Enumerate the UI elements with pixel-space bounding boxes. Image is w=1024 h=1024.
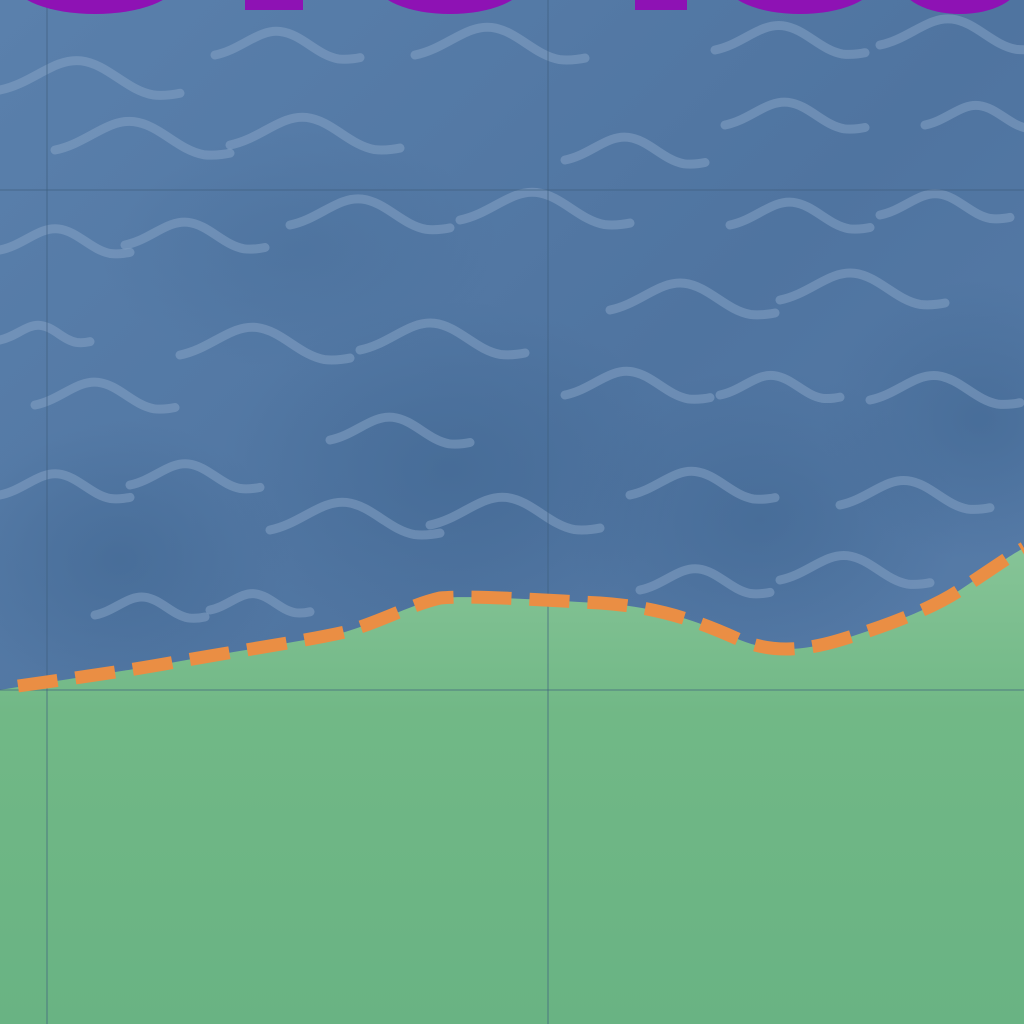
wave-icon <box>50 117 235 160</box>
wave-icon <box>265 497 445 540</box>
wave-icon <box>635 564 775 599</box>
wave-icon <box>0 224 135 259</box>
wave-icon <box>455 187 635 230</box>
wave-icon <box>425 492 605 535</box>
wave-icon <box>0 320 95 348</box>
wave-icon <box>355 318 530 360</box>
wave-icon <box>205 589 315 618</box>
land-area <box>0 548 1024 1024</box>
wave-icon <box>0 56 185 100</box>
wave-icon <box>625 466 780 504</box>
wave-icon <box>125 459 265 494</box>
wave-icon <box>835 476 995 514</box>
wave-icon <box>710 21 870 59</box>
wave-icon <box>715 371 845 404</box>
wave-icon <box>920 101 1024 133</box>
wave-icon <box>90 592 210 623</box>
wave-icon <box>720 97 870 134</box>
wave-icon <box>410 22 590 65</box>
wave-icon <box>775 551 935 589</box>
wave-icon <box>875 189 1015 224</box>
wave-icon <box>775 268 950 310</box>
wave-icon <box>865 371 1024 409</box>
wave-icon <box>325 412 475 449</box>
wave-icon <box>0 469 135 504</box>
water-texture <box>0 130 1024 700</box>
wave-icons <box>0 14 1024 623</box>
wave-icon <box>120 217 270 254</box>
wave-icon <box>225 112 405 155</box>
wave-icon <box>210 26 365 64</box>
wave-icon <box>875 14 1024 55</box>
map-title-fragment <box>27 0 1010 14</box>
wave-icon <box>725 197 875 234</box>
wave-icon <box>560 366 715 404</box>
wave-icon <box>605 278 780 320</box>
wave-icon <box>175 322 355 365</box>
wave-icon <box>560 132 710 169</box>
coastline-dashed <box>17 542 1024 693</box>
wave-icon <box>285 194 455 235</box>
wave-icon <box>30 377 180 414</box>
